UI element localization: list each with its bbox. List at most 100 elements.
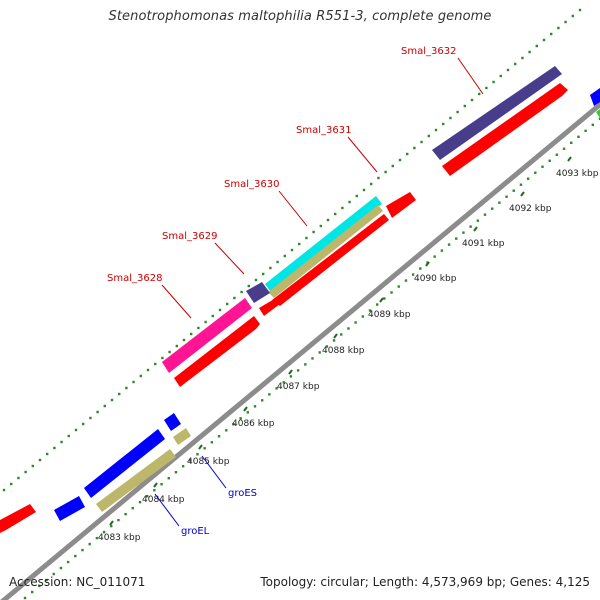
inner-tick-dot — [59, 566, 63, 570]
outer-tick-dot — [362, 188, 366, 192]
outer-tick-dot — [110, 398, 114, 402]
inner-tick-dot — [52, 572, 55, 576]
inner-tick-dot — [260, 399, 264, 402]
inner-tick-dot — [275, 387, 278, 390]
scale-tick-label: 4091 kbp — [462, 239, 505, 249]
label-leader-line — [214, 242, 245, 275]
inner-tick-dot — [383, 297, 386, 300]
outer-tick-dot — [254, 278, 258, 282]
outer-tick-dot — [326, 218, 330, 222]
outer-tick-dot — [247, 284, 250, 288]
inner-tick-dot — [361, 315, 365, 318]
gene-groel — [96, 449, 176, 512]
inner-tick-dot — [340, 333, 343, 336]
outer-tick-dot — [557, 26, 560, 30]
inner-tick-dot — [196, 453, 199, 456]
outer-tick-dot — [161, 356, 164, 360]
outer-tick-dot — [118, 392, 121, 396]
outer-tick-dot — [125, 386, 128, 390]
inner-tick-dot — [325, 345, 329, 348]
gene-label: Smal_3629 — [162, 231, 217, 242]
inner-tick-dot — [555, 153, 559, 156]
inner-tick-dot — [160, 482, 163, 486]
accession-text: Accession: NC_011071 — [9, 575, 146, 589]
outer-tick-dot — [406, 152, 409, 156]
inner-tick-dot — [584, 129, 587, 133]
inner-tick-dot — [483, 213, 487, 216]
outer-tick-dot — [89, 416, 92, 420]
gene-arrow-red-mid — [259, 298, 280, 316]
outer-tick-dot — [384, 170, 387, 174]
inner-tick-dot — [124, 512, 127, 516]
outer-tick-dot — [182, 338, 186, 342]
scale-tick-mark — [198, 444, 203, 450]
inner-tick-dot — [30, 590, 34, 594]
inner-tick-dot — [411, 273, 415, 276]
gene-smal-3628 — [162, 298, 252, 373]
outer-tick-dot — [535, 44, 538, 48]
inner-tick-dot — [433, 255, 436, 258]
scale-tick-label: 4092 kbp — [509, 204, 552, 214]
outer-tick-dot — [290, 248, 294, 252]
scale-tick-label: 4089 kbp — [368, 310, 411, 320]
outer-tick-dot — [485, 86, 488, 90]
inner-tick-dot — [110, 524, 113, 528]
outer-tick-dot — [398, 158, 402, 162]
outer-tick-dot — [319, 224, 322, 228]
outer-tick-dot — [334, 212, 337, 216]
inner-tick-dot — [189, 459, 192, 462]
gene-red-left — [0, 504, 36, 533]
outer-tick-dot — [341, 206, 344, 210]
inner-tick-dot — [239, 417, 242, 420]
scale-tick-label: 4087 kbp — [277, 382, 320, 392]
inner-tick-dot — [203, 447, 206, 450]
gene-label: Smal_3628 — [107, 273, 162, 284]
outer-tick-dot — [355, 194, 358, 198]
outer-tick-dot — [276, 260, 279, 264]
scale-tick-mark — [333, 333, 338, 339]
outer-tick-dot — [413, 146, 416, 150]
outer-tick-dot — [175, 344, 178, 348]
inner-tick-dot — [570, 141, 573, 144]
scale-tick-label: 4085 kbp — [187, 457, 230, 467]
label-leader-line — [347, 136, 378, 173]
outer-tick-dot — [283, 254, 286, 258]
inner-tick-dot — [282, 381, 285, 384]
outer-tick-dot — [10, 482, 13, 486]
scale-tick-mark — [109, 520, 114, 526]
inner-tick-dot — [66, 560, 70, 564]
outer-tick-dot — [550, 32, 553, 36]
outer-tick-dot — [478, 92, 481, 96]
inner-tick-dot — [519, 183, 523, 186]
outer-tick-dot — [31, 464, 34, 468]
scale-tick-label: 4090 kbp — [414, 274, 457, 284]
inner-tick-dot — [455, 237, 458, 240]
inner-tick-dot — [117, 518, 120, 522]
inner-tick-dot — [217, 435, 221, 438]
inner-tick-dot — [591, 123, 595, 127]
outer-tick-dots — [2, 8, 582, 492]
gene-groes-region — [84, 429, 165, 498]
inner-tick-dot — [289, 375, 293, 378]
outer-tick-dot — [262, 272, 265, 276]
outer-tick-dot — [506, 68, 510, 72]
inner-tick-dot — [390, 291, 393, 294]
inner-tick-dot — [354, 321, 357, 324]
scale-tick-mark — [153, 482, 158, 488]
backbone-line — [0, 101, 600, 600]
outer-tick-dot — [146, 368, 150, 372]
inner-tick-dot — [74, 554, 77, 558]
outer-tick-dot — [132, 380, 135, 384]
inner-tick-dot — [512, 189, 515, 192]
outer-tick-dot — [427, 134, 430, 138]
scale-tick-mark — [520, 191, 525, 197]
outer-tick-dot — [456, 110, 459, 114]
inner-tick-dot — [304, 363, 307, 366]
scale-tick-label: 4084 kbp — [142, 495, 185, 505]
gene-smal-3632 — [432, 66, 562, 160]
inner-tick-dot — [419, 267, 422, 270]
inner-tick-dot — [332, 339, 336, 342]
gene-label: Smal_3631 — [296, 125, 351, 136]
inner-tick-dot — [253, 405, 257, 408]
outer-tick-dot — [240, 290, 243, 294]
